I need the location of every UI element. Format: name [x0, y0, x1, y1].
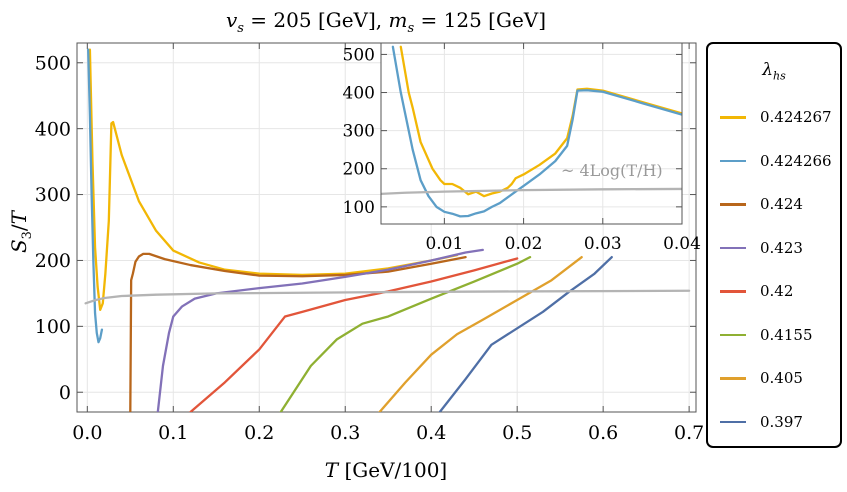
inset-x-tick-label: 0.03: [584, 234, 622, 254]
legend-item-0_424: 0.424: [720, 193, 840, 215]
legend-swatch: [720, 290, 746, 293]
legend-swatch: [720, 116, 746, 119]
main-series-line-0_423: [156, 248, 484, 412]
legend-label: 0.424: [760, 195, 803, 213]
inset-y-tick-label: 200: [343, 160, 375, 180]
legend-label: 0.423: [760, 238, 803, 257]
inset-background: [381, 43, 682, 224]
chart-title: vs = 205 [GeV], ms = 125 [GeV]: [226, 8, 546, 36]
legend-swatch: [720, 420, 746, 423]
main-y-tick-label: 200: [35, 250, 71, 272]
legend-swatch: [720, 333, 746, 336]
main-y-tick-label: 100: [35, 316, 71, 338]
main-y-tick-label: 500: [35, 52, 71, 74]
legend-item-0_424267: 0.424267: [720, 106, 840, 128]
inset-series: [381, 45, 682, 218]
main-x-tick-label: 0.6: [588, 422, 618, 444]
main-y-tick-label: 300: [35, 184, 71, 206]
legend-swatch: [720, 203, 746, 206]
main-plot-series: [84, 48, 691, 412]
legend-label: 0.424266: [760, 151, 832, 170]
x-axis-label: T [GeV/100]: [325, 458, 447, 482]
legend: λhs 0.424267 0.424266 0.424 0.423 0.42 0.4155…: [706, 42, 842, 448]
legend-label: 0.42: [760, 282, 794, 300]
legend-label: 0.424267: [760, 108, 832, 126]
inset-x-tick-label: 0.04: [663, 234, 701, 254]
legend-item-0_405: 0.405: [720, 367, 840, 389]
legend-swatch: [720, 159, 746, 162]
inset-frame: [380, 42, 683, 225]
main-x-tick-label: 0.1: [158, 422, 188, 444]
inset-annotation: ~ 4Log(T/H): [561, 161, 663, 180]
inset-x-tick-label: 0.02: [505, 234, 543, 254]
main-series-line-reference: [84, 289, 691, 305]
main-y-tick-label: 0: [59, 382, 71, 404]
main-x-tick-label: 0.5: [502, 422, 532, 444]
y-axis-label: S3/T: [7, 209, 35, 253]
inset-y-tick-label: 400: [343, 83, 375, 103]
legend-item-0_423: 0.423: [720, 237, 840, 259]
inset-y-tick-label: 500: [343, 45, 375, 65]
legend-item-0_397: 0.397: [720, 411, 840, 433]
main-plot-ticks: 0.0 0.1 0.2 0.3 0.4 0.5 0.6 0.7 0 100 200 300 400 500: [35, 43, 704, 444]
main-series-line-0_4155: [279, 255, 532, 412]
legend-item-0_42: 0.42: [720, 280, 840, 302]
main-x-tick-label: 0.7: [674, 422, 704, 444]
main-x-tick-label: 0.4: [416, 422, 446, 444]
legend-label: 0.4155: [760, 325, 813, 344]
main-y-tick-label: 400: [35, 118, 71, 140]
inset-y-tick-label: 300: [343, 122, 375, 142]
inset-ticks: 0.01 0.02 0.03 0.04 100 200 300 400 500: [343, 43, 701, 254]
main-series-line-0_397: [438, 255, 613, 412]
inset-y-tick-label: 100: [343, 198, 375, 218]
main-series-line-0_424: [129, 252, 467, 412]
inset-series-line-reference: [381, 187, 682, 196]
legend-title: λhs: [762, 60, 786, 83]
inset-x-tick-label: 0.01: [425, 234, 463, 254]
legend-item-0_424266: 0.424266: [720, 150, 840, 172]
legend-label: 0.405: [760, 369, 803, 387]
main-x-tick-label: 0.2: [244, 422, 274, 444]
main-x-tick-label: 0.0: [72, 422, 102, 444]
main-x-tick-label: 0.3: [330, 422, 360, 444]
main-series-line-0_42: [189, 257, 519, 412]
legend-label: 0.397: [760, 412, 803, 431]
inset-series-line-0_424266: [391, 45, 682, 218]
legend-item-0_4155: 0.4155: [720, 324, 840, 346]
legend-swatch: [720, 377, 746, 380]
main-series-line-0_424266: [87, 48, 104, 344]
main-series-line-0_405: [378, 255, 583, 412]
legend-swatch: [720, 246, 746, 249]
